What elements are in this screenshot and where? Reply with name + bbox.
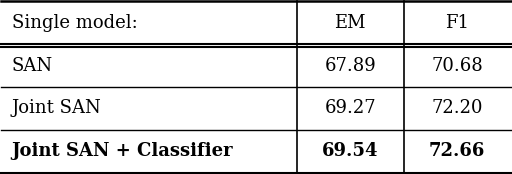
Text: SAN: SAN bbox=[12, 57, 53, 75]
Text: 67.89: 67.89 bbox=[324, 57, 376, 75]
Text: 72.66: 72.66 bbox=[429, 142, 485, 160]
Text: 72.20: 72.20 bbox=[432, 99, 483, 117]
Text: F1: F1 bbox=[445, 14, 469, 32]
Text: 69.27: 69.27 bbox=[325, 99, 376, 117]
Text: 70.68: 70.68 bbox=[431, 57, 483, 75]
Text: EM: EM bbox=[334, 14, 366, 32]
Text: 69.54: 69.54 bbox=[322, 142, 378, 160]
Text: Single model:: Single model: bbox=[12, 14, 137, 32]
Text: Joint SAN: Joint SAN bbox=[12, 99, 101, 117]
Text: Joint SAN + Classifier: Joint SAN + Classifier bbox=[12, 142, 233, 160]
